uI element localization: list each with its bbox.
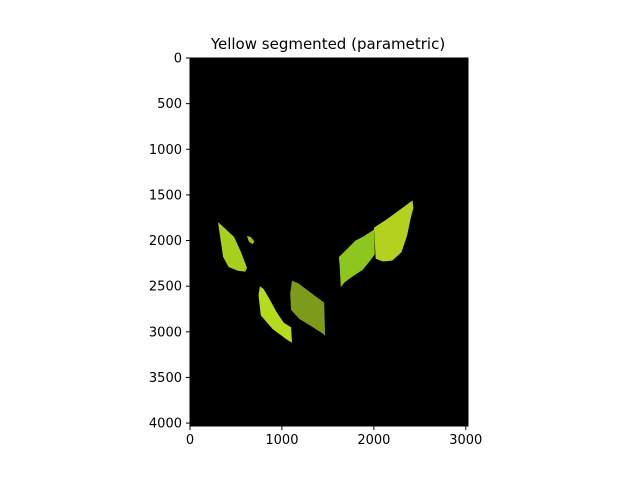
y-tick-label: 2500 [149, 280, 182, 295]
y-tick-label: 3500 [149, 371, 182, 386]
segmented-region-leaf-left-upper [218, 222, 247, 272]
y-tick-label: 3000 [149, 325, 182, 340]
segmented-regions [218, 200, 414, 343]
y-tick-label: 500 [157, 97, 182, 112]
x-tick-label: 3000 [449, 433, 482, 448]
segmented-region-leaf-lower-left [258, 286, 292, 343]
x-tick-label: 0 [186, 433, 194, 448]
segmented-region-leaf-right-large [373, 200, 414, 262]
segmented-region-leaf-right-small [338, 229, 375, 288]
plot-frame [189, 57, 469, 427]
y-tick-label: 4000 [149, 417, 182, 432]
x-tick-label: 1000 [265, 433, 298, 448]
y-tick-label: 0 [174, 52, 182, 67]
x-axis: 0 1000 2000 3000 [186, 426, 482, 448]
y-tick-label: 1500 [149, 188, 182, 203]
y-tick-label: 1000 [149, 143, 182, 158]
plot-area [190, 58, 468, 426]
x-tick-label: 2000 [357, 433, 390, 448]
chart-title: Yellow segmented (parametric) [210, 35, 445, 53]
y-axis: 0 500 1000 1500 2000 2500 3000 3500 4000 [149, 52, 190, 432]
segmented-region-leaf-lower-middle [290, 280, 326, 336]
segmented-region-leaf-left-upper-fragment [247, 236, 255, 245]
y-tick-label: 2000 [149, 234, 182, 249]
